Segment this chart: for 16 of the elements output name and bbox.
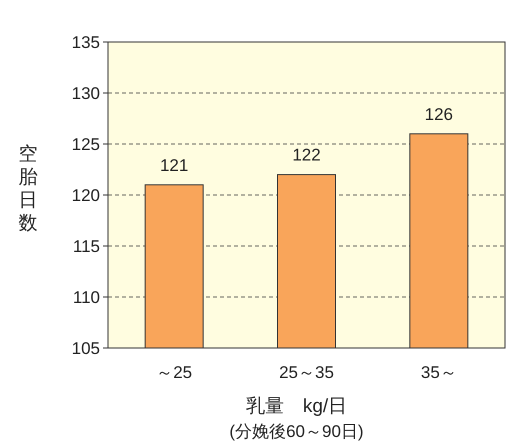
x-tick-label: 35～ <box>420 363 457 382</box>
y-axis-title: 空胎日数 <box>18 143 38 234</box>
x-tick-label: ～25 <box>156 363 192 382</box>
y-tick-label: 120 <box>72 186 100 205</box>
y-tick-label: 105 <box>72 339 100 358</box>
x-tick-label: 25～35 <box>279 363 334 382</box>
y-tick-label: 130 <box>72 84 100 103</box>
y-tick-label: 125 <box>72 135 100 154</box>
text: (分娩後60～90日) <box>229 422 364 441</box>
data-label: 122 <box>292 146 321 165</box>
x-axis-title: 乳量 kg/日 <box>246 396 348 417</box>
y-tick-label: 110 <box>72 288 100 307</box>
y-tick-label: 115 <box>72 237 100 256</box>
data-label: 121 <box>160 156 188 175</box>
y-tick-label: 135 <box>72 33 100 52</box>
data-label: 126 <box>424 104 454 124</box>
